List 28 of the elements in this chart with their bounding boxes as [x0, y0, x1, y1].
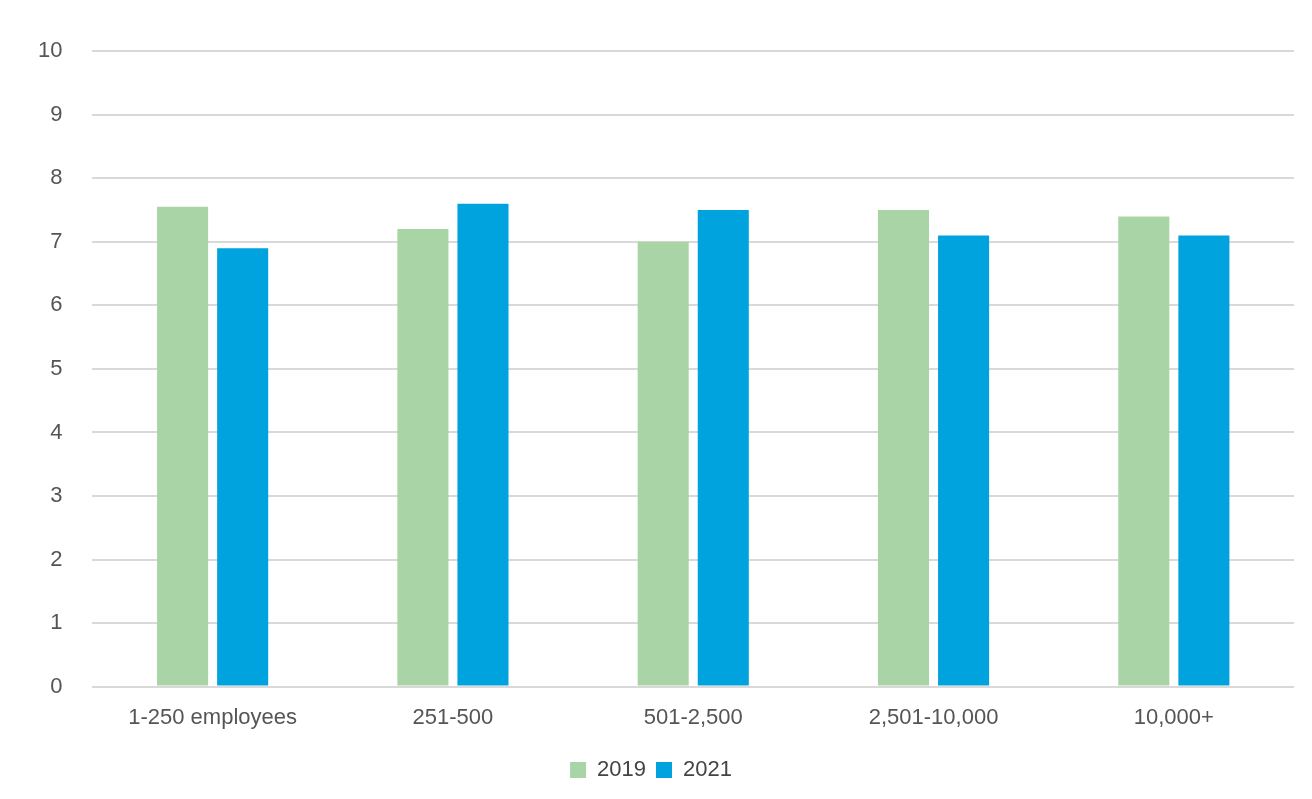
y-tick-label: 0: [50, 672, 63, 698]
bar: [697, 210, 749, 686]
x-tick-label: 10,000+: [1133, 703, 1214, 729]
legend-label: 2021: [683, 756, 732, 782]
y-tick-label: 7: [50, 227, 63, 253]
y-tick-label: 8: [50, 164, 63, 190]
y-tick-label: 10: [37, 37, 63, 63]
y-tick-label: 1: [50, 609, 63, 635]
y-tick-label: 2: [50, 545, 63, 571]
y-tick-label: 3: [50, 482, 63, 508]
bar: [877, 210, 930, 686]
y-tick-label: 9: [50, 100, 63, 126]
bar: [397, 229, 449, 686]
legend-label: 2019: [597, 756, 647, 782]
bar: [217, 248, 269, 686]
y-tick-label: 5: [50, 354, 63, 380]
x-tick-label: 251-500: [412, 703, 494, 729]
x-tick-label: 501-2,500: [643, 703, 743, 729]
y-tick-label: 6: [50, 291, 63, 317]
x-tick-label: 2,501-10,000: [868, 703, 999, 729]
bar: [457, 203, 509, 686]
bar: [938, 235, 990, 686]
y-tick-label: 4: [50, 418, 63, 444]
x-tick-label: 1-250 employees: [128, 703, 298, 729]
bar: [157, 206, 209, 686]
bar: [637, 241, 689, 686]
bar: [1118, 216, 1170, 686]
bar: [1178, 235, 1230, 686]
